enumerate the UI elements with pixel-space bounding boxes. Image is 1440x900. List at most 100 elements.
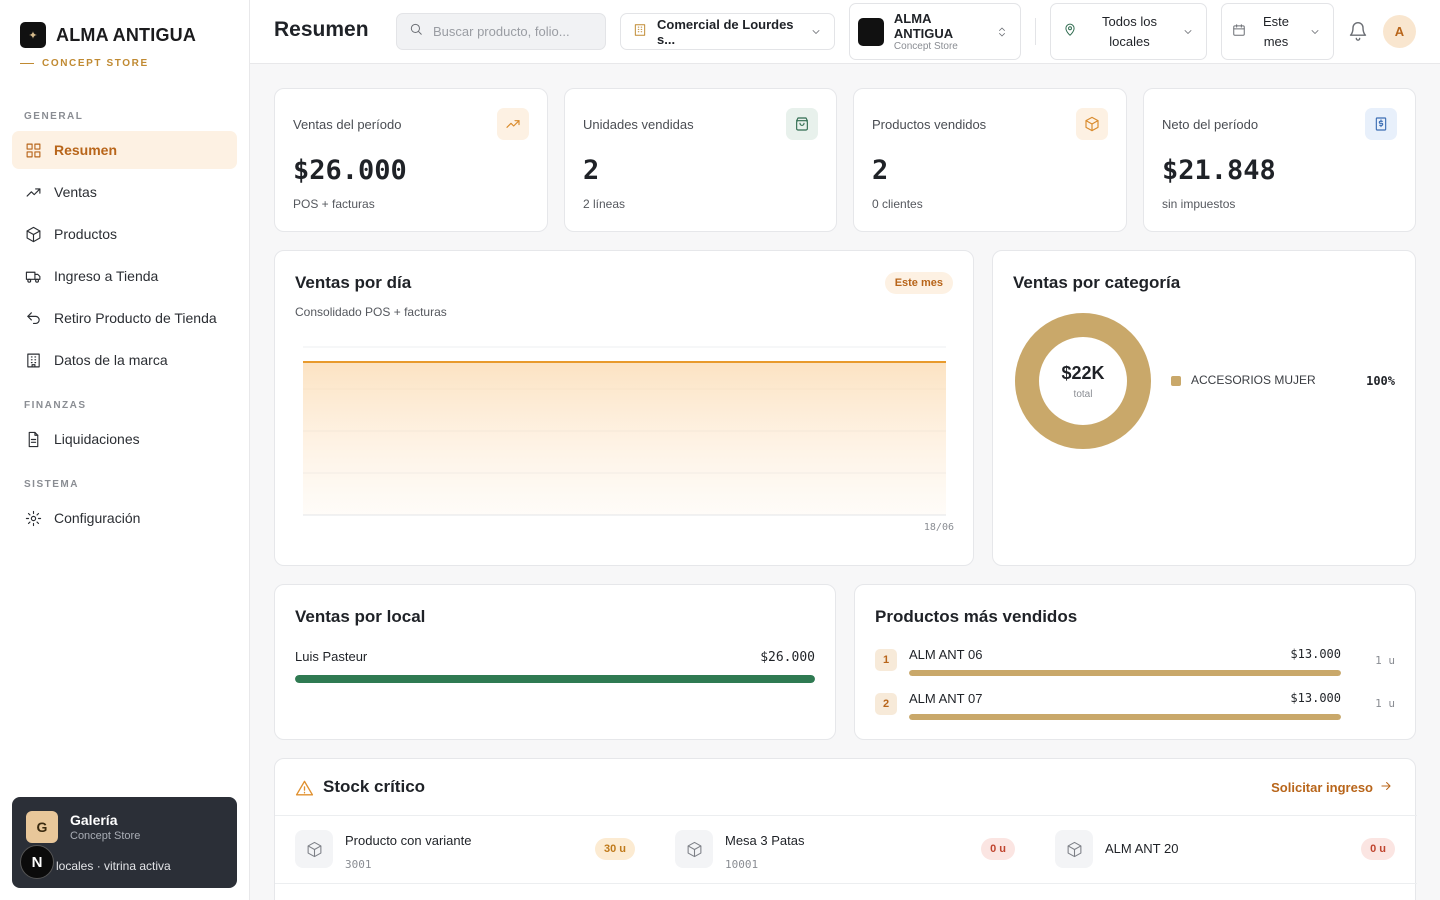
sidebar-item-liquidaciones[interactable]: Liquidaciones — [12, 420, 237, 458]
rank-badge: 1 — [875, 649, 897, 671]
period-label: Este mes — [1262, 13, 1289, 49]
header-divider — [1035, 18, 1036, 45]
location-name: Luis Pasteur — [295, 649, 368, 664]
sales-by-category-card: Ventas por categoría $22K total ACCESORI… — [992, 250, 1416, 566]
kpi-card-unidades: Unidades vendidas 2 2 líneas — [564, 88, 837, 232]
sidebar-item-ingreso[interactable]: Ingreso a Tienda — [12, 257, 237, 295]
donut-center-value: $22K — [1061, 363, 1105, 383]
sidebar-item-label: Liquidaciones — [54, 431, 140, 447]
product-units: 1 u — [1375, 697, 1395, 710]
stock-badge: 30 u — [594, 838, 635, 860]
product-name[interactable]: ALM ANT 06 — [909, 647, 983, 662]
box-icon — [1076, 108, 1108, 140]
chevron-down-icon — [1182, 26, 1194, 38]
sidebar-item-ventas[interactable]: Ventas — [12, 173, 237, 211]
kpi-sub: POS + facturas — [293, 197, 375, 211]
box-icon — [24, 225, 42, 243]
sidebar: ✦ ALMA ANTIGUA CONCEPT STORE GENERAL Res… — [0, 0, 250, 900]
calendar-icon — [1232, 23, 1246, 40]
location-selector[interactable]: Todos los locales — [1050, 3, 1207, 60]
sidebar-item-label: Ingreso a Tienda — [54, 268, 159, 284]
sidebar-item-resumen[interactable]: Resumen — [12, 131, 237, 169]
kpi-sub: 2 líneas — [583, 197, 626, 211]
nav-section-finanzas: FINANZAS — [24, 400, 87, 411]
location-label: Todos los locales — [1102, 13, 1157, 49]
sidebar-item-label: Retiro Producto de Tienda — [54, 310, 217, 326]
brand-mini-logo — [858, 17, 884, 46]
chevron-updown-icon — [996, 26, 1008, 38]
stock-badge: 0 u — [1361, 838, 1395, 860]
location-bar-fill — [295, 675, 815, 683]
sales-by-day-card: Ventas por día Este mes Consolidado POS … — [274, 250, 974, 566]
sidebar-item-configuracion[interactable]: Configuración — [12, 499, 237, 537]
card-title: Ventas por día — [295, 273, 412, 292]
sidebar-item-retiro[interactable]: Retiro Producto de Tienda — [12, 299, 237, 337]
brand[interactable]: ✦ ALMA ANTIGUA — [20, 22, 196, 48]
x-tick-label: 18/06 — [924, 522, 954, 533]
sidebar-item-label: Configuración — [54, 510, 141, 526]
box-icon — [295, 830, 333, 868]
gallery-subtitle: Concept Store — [70, 830, 141, 842]
sidebar-item-label: Productos — [54, 226, 118, 242]
product-bar — [909, 670, 1341, 676]
box-icon — [1055, 830, 1093, 868]
document-icon — [24, 430, 42, 448]
rank-badge: 2 — [875, 693, 897, 715]
building-icon — [24, 351, 42, 369]
kpi-label: Ventas del período — [293, 117, 402, 132]
search-input[interactable] — [433, 24, 583, 39]
kpi-label: Unidades vendidas — [583, 117, 694, 132]
brand-name: ALMA ANTIGUA — [56, 24, 197, 45]
user-avatar[interactable]: A — [1383, 15, 1416, 48]
n-badge-icon[interactable]: N — [20, 845, 54, 879]
store-selector[interactable]: Comercial de Lourdes s... — [620, 13, 835, 50]
nav-section-sistema: SISTEMA — [24, 479, 79, 490]
gallery-status: locales · vitrina activa — [56, 859, 171, 873]
page-title: Resumen — [274, 18, 369, 41]
brand-select-title: ALMA ANTIGUA — [893, 11, 954, 41]
invoice-icon — [1365, 108, 1397, 140]
gallery-card[interactable]: G Galería Concept Store locales · vitrin… — [12, 797, 237, 888]
kpi-sub: 0 clientes — [872, 197, 923, 211]
period-selector[interactable]: Este mes — [1221, 3, 1334, 60]
brand-tagline: CONCEPT STORE — [20, 58, 149, 69]
chevron-down-icon — [810, 26, 822, 38]
warning-icon — [295, 779, 314, 803]
brand-logo: ✦ — [20, 22, 46, 48]
sales-by-day-chart: 18/06 — [303, 346, 954, 533]
product-name[interactable]: ALM ANT 07 — [909, 691, 983, 706]
stock-name: ALM ANT 20 — [1105, 841, 1179, 856]
sidebar-item-datos-marca[interactable]: Datos de la marca — [12, 341, 237, 379]
period-pill: Este mes — [884, 272, 953, 294]
product-bar-fill — [909, 670, 1341, 676]
stock-name: Producto con variante — [345, 833, 472, 848]
card-title: Ventas por local — [295, 607, 426, 626]
sales-area — [303, 362, 946, 515]
category-donut — [1015, 313, 1151, 449]
kpi-sub: sin impuestos — [1162, 197, 1236, 211]
kpi-label: Productos vendidos — [872, 117, 987, 132]
kpi-value: $21.848 — [1162, 155, 1276, 186]
brand-selector[interactable]: ALMA ANTIGUA Concept Store — [849, 3, 1021, 60]
stock-code: 3001 — [345, 858, 372, 871]
donut-center-label: total — [1073, 389, 1093, 400]
legend-swatch — [1171, 376, 1181, 386]
sidebar-item-label: Resumen — [54, 142, 118, 158]
stock-item[interactable]: Producto con variante 3001 30 u — [295, 815, 655, 883]
gallery-avatar: G — [26, 811, 58, 843]
legend-percent: 100% — [1366, 374, 1395, 388]
bell-icon[interactable] — [1348, 21, 1370, 43]
stock-item[interactable]: ALM ANT 20 0 u — [1055, 815, 1415, 883]
sidebar-item-productos[interactable]: Productos — [12, 215, 237, 253]
stock-code: 10001 — [725, 858, 759, 871]
kpi-card-neto: Neto del período $21.848 sin impuestos — [1143, 88, 1416, 232]
store-name: Comercial de Lourdes s... — [657, 16, 794, 47]
truck-icon — [24, 267, 42, 285]
stock-item[interactable]: Mesa 3 Patas 10001 0 u — [675, 815, 1035, 883]
search-box[interactable] — [396, 13, 606, 50]
card-title: Ventas por categoría — [1013, 273, 1181, 292]
request-stock-link[interactable]: Solicitar ingreso — [1271, 779, 1393, 796]
box-icon — [675, 830, 713, 868]
map-pin-icon — [1063, 23, 1077, 40]
product-bar — [909, 714, 1341, 720]
